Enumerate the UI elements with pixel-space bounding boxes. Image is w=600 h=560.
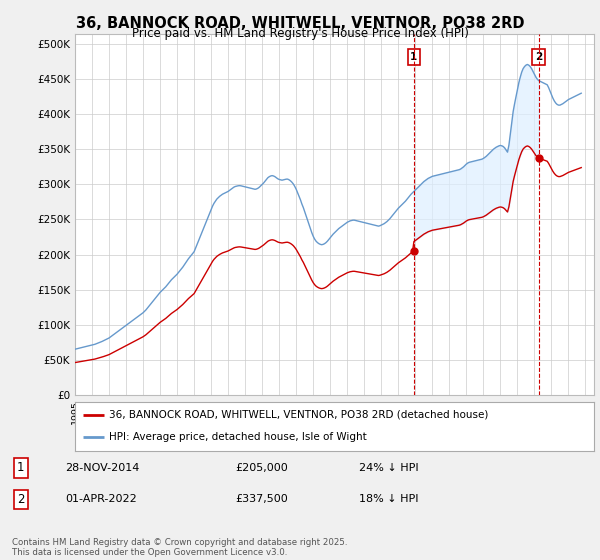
Text: Price paid vs. HM Land Registry's House Price Index (HPI): Price paid vs. HM Land Registry's House … (131, 27, 469, 40)
Text: £205,000: £205,000 (235, 463, 288, 473)
Text: 1: 1 (410, 52, 418, 62)
Text: 01-APR-2022: 01-APR-2022 (65, 494, 137, 505)
Text: 36, BANNOCK ROAD, WHITWELL, VENTNOR, PO38 2RD (detached house): 36, BANNOCK ROAD, WHITWELL, VENTNOR, PO3… (109, 410, 488, 420)
Text: Contains HM Land Registry data © Crown copyright and database right 2025.
This d: Contains HM Land Registry data © Crown c… (12, 538, 347, 557)
Text: 2: 2 (17, 493, 25, 506)
Text: 2: 2 (535, 52, 542, 62)
Text: 18% ↓ HPI: 18% ↓ HPI (359, 494, 418, 505)
Text: £337,500: £337,500 (235, 494, 288, 505)
Text: 36, BANNOCK ROAD, WHITWELL, VENTNOR, PO38 2RD: 36, BANNOCK ROAD, WHITWELL, VENTNOR, PO3… (76, 16, 524, 31)
Text: 1: 1 (17, 461, 25, 474)
Text: HPI: Average price, detached house, Isle of Wight: HPI: Average price, detached house, Isle… (109, 432, 367, 442)
Text: 24% ↓ HPI: 24% ↓ HPI (359, 463, 418, 473)
Text: 28-NOV-2014: 28-NOV-2014 (65, 463, 139, 473)
